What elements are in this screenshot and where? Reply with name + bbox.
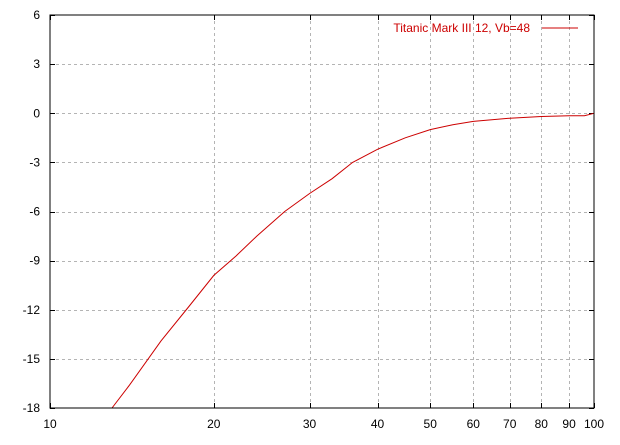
axis-ticks xyxy=(50,15,595,409)
x-tick-label: 100 xyxy=(584,417,604,431)
legend-label: Titanic Mark III 12, Vb=48 xyxy=(393,21,530,35)
series-line xyxy=(111,112,595,409)
x-tick-label: 20 xyxy=(207,417,221,431)
y-tick-label: -15 xyxy=(23,352,41,366)
y-tick-label: 3 xyxy=(33,57,40,71)
grid xyxy=(50,15,594,408)
x-tick-label: 80 xyxy=(535,417,549,431)
x-tick-label: 50 xyxy=(424,417,438,431)
y-tick-label: -18 xyxy=(23,401,41,415)
x-tick-label: 40 xyxy=(371,417,385,431)
y-tick-label: -3 xyxy=(29,155,40,169)
plot-frame xyxy=(49,14,595,409)
y-tick-label: -9 xyxy=(29,254,40,268)
y-tick-label: -6 xyxy=(29,205,40,219)
x-tick-label: 30 xyxy=(303,417,317,431)
x-tick-label: 60 xyxy=(467,417,481,431)
x-tick-label: 10 xyxy=(43,417,57,431)
plot-area xyxy=(111,112,595,409)
legend: Titanic Mark III 12, Vb=48 xyxy=(393,21,578,35)
y-tick-label: 0 xyxy=(33,106,40,120)
x-tick-label: 70 xyxy=(503,417,517,431)
y-tick-label: -12 xyxy=(23,303,41,317)
x-tick-label: 90 xyxy=(562,417,576,431)
y-tick-label: 6 xyxy=(33,8,40,22)
